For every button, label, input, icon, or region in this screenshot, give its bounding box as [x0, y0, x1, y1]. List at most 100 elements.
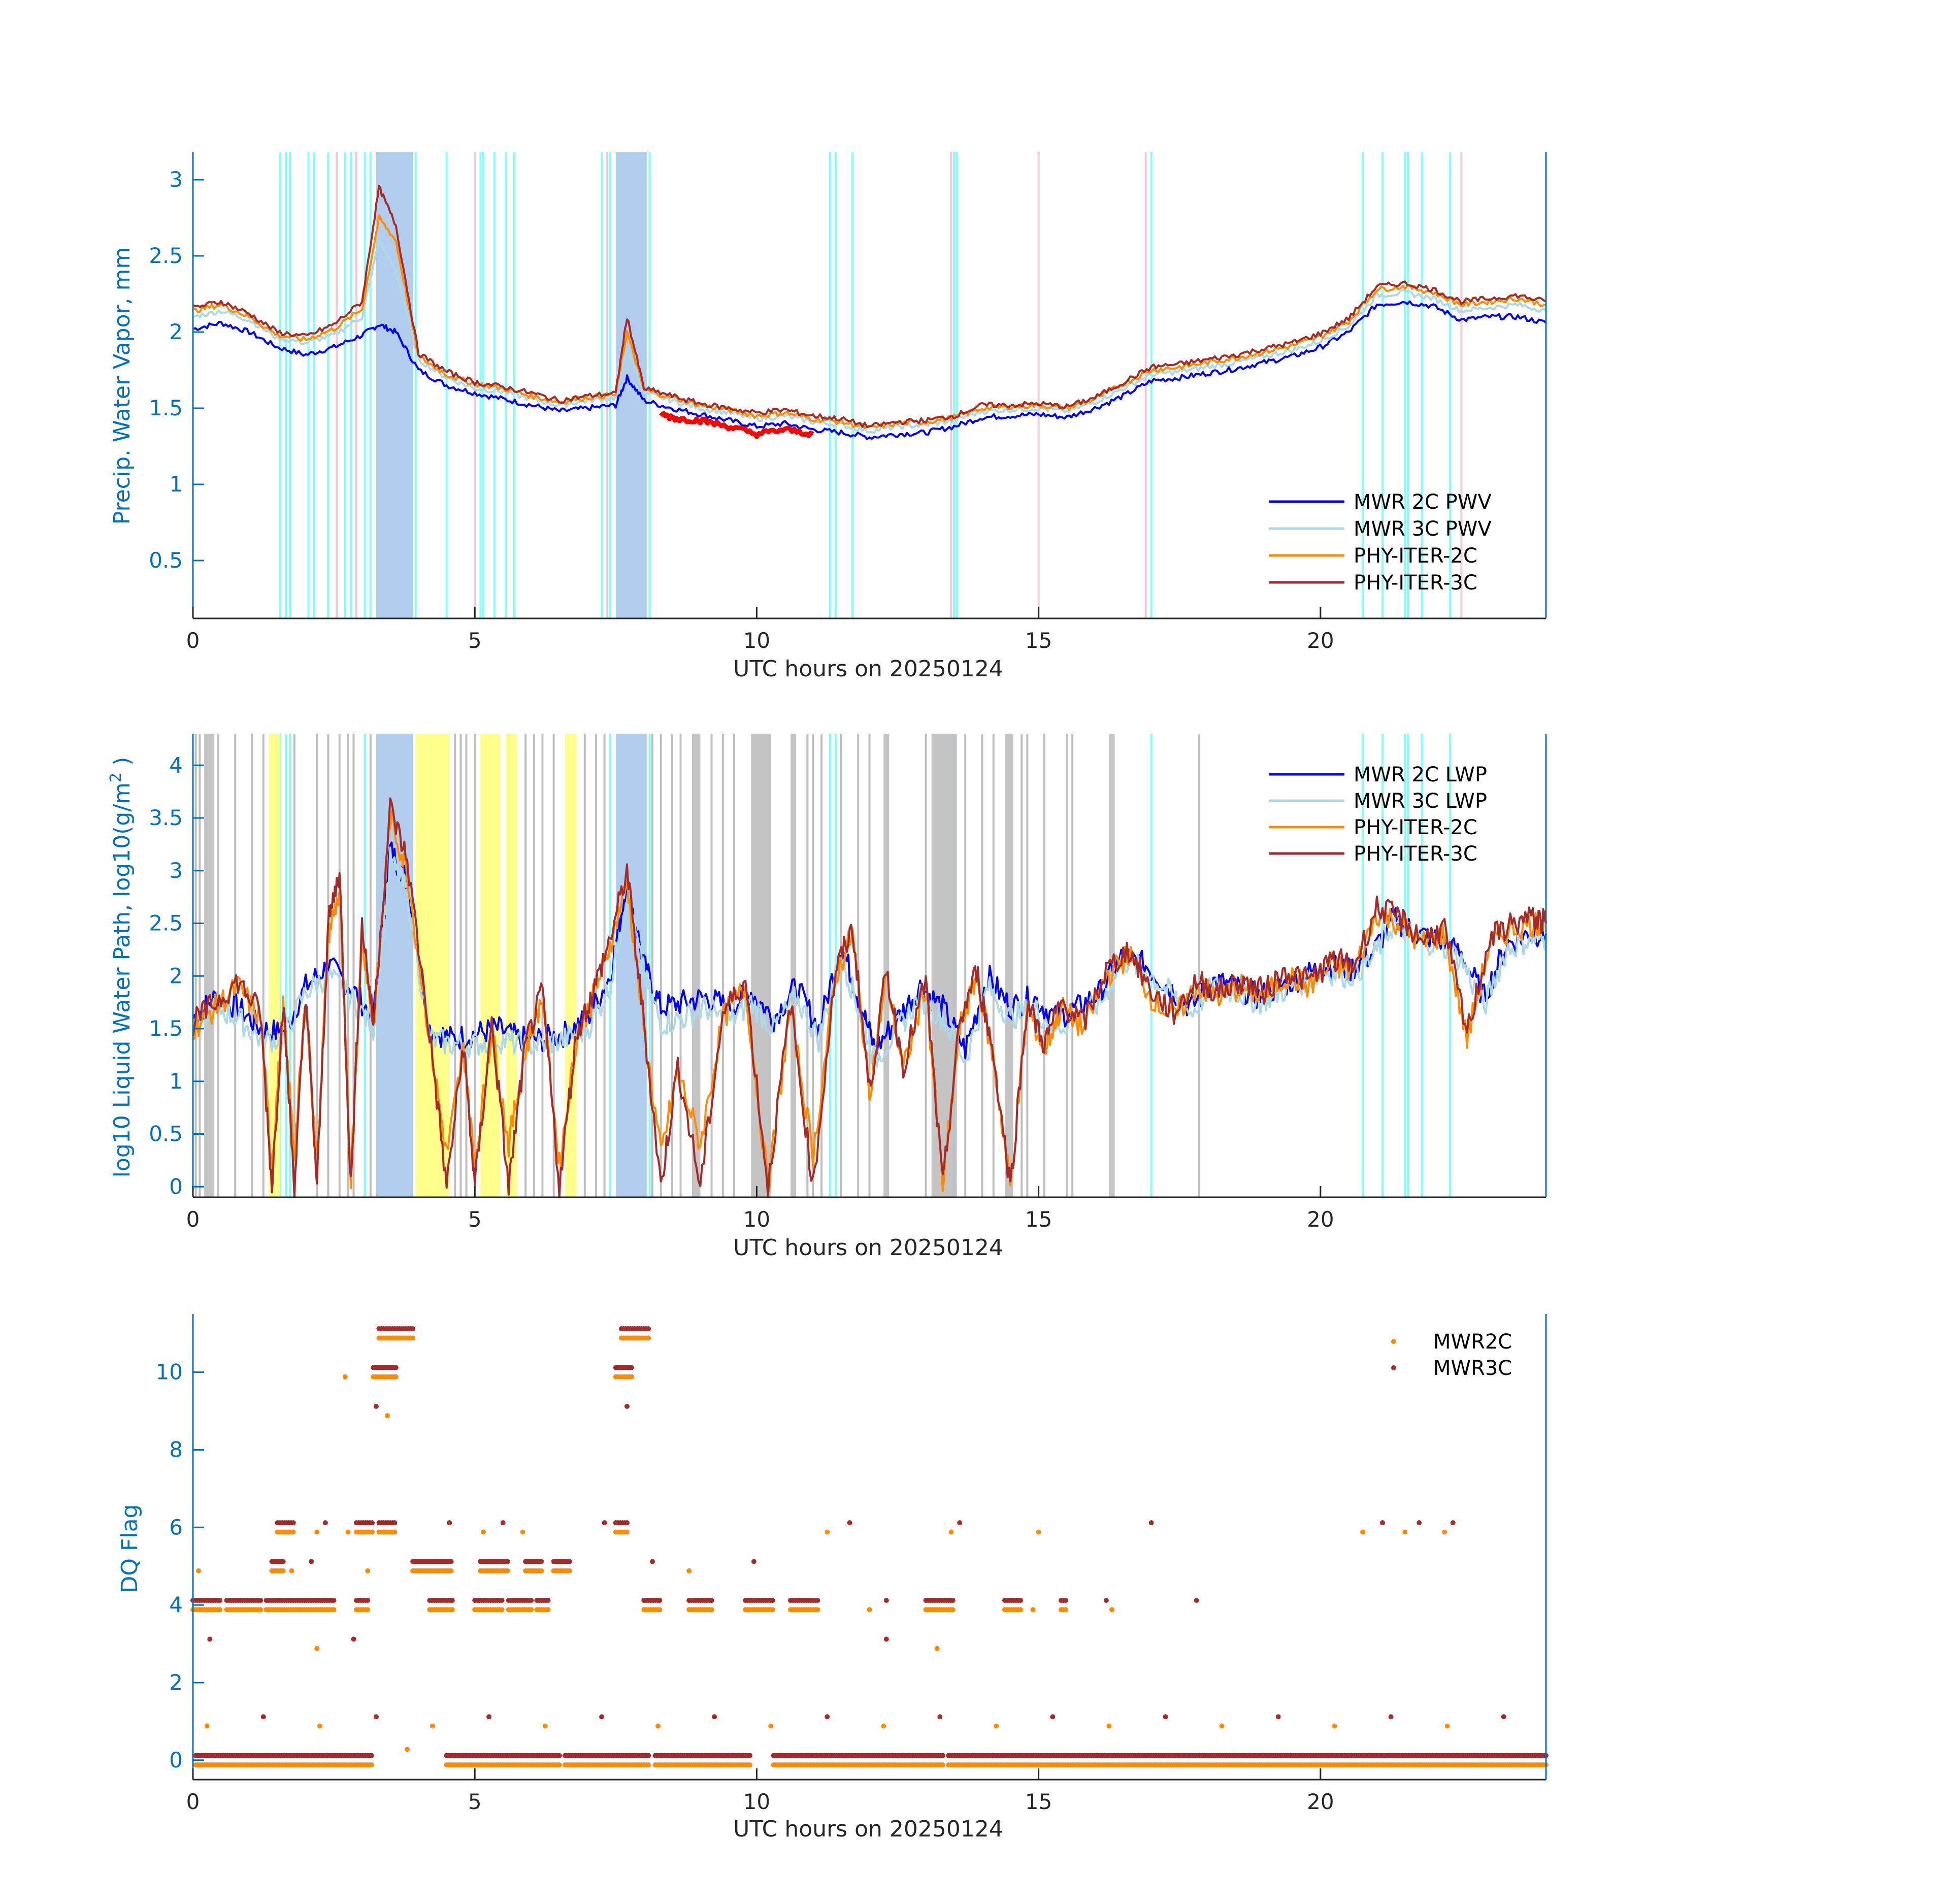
- lwp-xtick-label: 10: [743, 1207, 770, 1232]
- dq-point-mwr3c: [207, 1636, 213, 1642]
- dq-point-mwr3c: [260, 1714, 266, 1720]
- dq-point-mwr2c: [934, 1646, 940, 1651]
- dq-point-mwr3c: [1417, 1520, 1422, 1526]
- pwv-axes: 0 5 10 15 20 0.5 1 1.5 2 2.5 3: [149, 152, 1547, 653]
- dq-point-mwr2c: [1360, 1529, 1366, 1535]
- dq-point-mwr2c: [567, 1568, 572, 1573]
- dq-point-mwr3c: [322, 1520, 328, 1526]
- lwp-xtick-label: 5: [468, 1207, 482, 1232]
- dq-point-mwr3c: [646, 1753, 651, 1758]
- pwv-series-flagged-pwv: [659, 411, 814, 439]
- dq-xtick-label: 0: [186, 1789, 200, 1814]
- dq-point-mwr3c: [373, 1714, 379, 1720]
- dq-point-mwr3c: [883, 1636, 889, 1642]
- pwv-series-phy-iter-3c: [192, 184, 1546, 429]
- dq-point-mwr3c: [500, 1520, 506, 1526]
- dq-point-mwr3c: [449, 1598, 455, 1603]
- dq-point-mwr3c: [940, 1753, 945, 1758]
- dq-point-mwr3c: [937, 1714, 943, 1720]
- dq-point-mwr2c: [370, 1529, 375, 1535]
- dq-point-mwr3c: [258, 1598, 264, 1603]
- pwv-legend-label: MWR 3C PWV: [1354, 517, 1492, 541]
- dq-point-mwr2c: [410, 1335, 416, 1341]
- lwp-ytick-label: 0.5: [149, 1122, 183, 1146]
- dq-point-mwr2c: [196, 1568, 202, 1573]
- dq-point-mwr3c: [447, 1520, 452, 1526]
- lwp-ylabel-end: ): [109, 757, 135, 773]
- dq-point-mwr2c: [950, 1607, 956, 1613]
- lwp-legend-label: MWR 3C LWP: [1354, 790, 1487, 813]
- dq-point-mwr3c: [392, 1520, 398, 1526]
- lwp-ytick-label: 1.5: [149, 1016, 183, 1041]
- dq-point-mwr2c: [392, 1529, 398, 1535]
- dq-point-mwr2c: [314, 1529, 320, 1535]
- dq-point-mwr2c: [948, 1529, 954, 1535]
- lwp-xlabel: UTC hours on 20250124: [733, 1235, 1003, 1261]
- dq-xtick-label: 10: [743, 1789, 770, 1814]
- dq-point-mwr2c: [393, 1374, 399, 1380]
- dq-point-mwr3c: [770, 1598, 775, 1603]
- dq-point-mwr3c: [217, 1598, 223, 1603]
- dq-point-mwr2c: [217, 1607, 223, 1613]
- dq-legend-marker: [1391, 1339, 1396, 1344]
- lwp-shaded-bands: [194, 734, 1452, 1197]
- pwv-legend-label: PHY-ITER-2C: [1354, 544, 1477, 568]
- dq-legend-label: MWR3C: [1433, 1357, 1512, 1380]
- lwp-series-lines: [192, 797, 1547, 1198]
- dq-point-mwr3c: [751, 1559, 756, 1564]
- lwp-shaded-band: [506, 734, 517, 1197]
- dq-point-mwr2c: [499, 1607, 505, 1613]
- dq-point-mwr2c: [815, 1607, 820, 1613]
- dq-point-mwr3c: [505, 1559, 510, 1564]
- dq-point-mwr3c: [1063, 1598, 1068, 1603]
- dq-points: [190, 1326, 1549, 1767]
- pwv-ytick-label: 3: [169, 167, 183, 192]
- dq-xlabel: UTC hours on 20250124: [733, 1816, 1003, 1842]
- dq-point-mwr2c: [1036, 1529, 1041, 1535]
- dq-point-mwr3c: [1380, 1520, 1385, 1526]
- lwp-shaded-band: [883, 734, 890, 1197]
- dq-point-mwr2c: [545, 1607, 551, 1613]
- dq-xtick-label: 20: [1307, 1789, 1334, 1814]
- dq-point-mwr2c: [1106, 1723, 1112, 1729]
- dq-point-mwr2c: [289, 1568, 294, 1573]
- pwv-xtick-label: 20: [1307, 628, 1334, 653]
- dq-point-mwr2c: [317, 1723, 322, 1729]
- pwv-xtick-label: 10: [743, 628, 770, 653]
- dq-point-mwr3c: [624, 1520, 630, 1526]
- dq-point-mwr2c: [480, 1529, 486, 1535]
- dq-xtick-label: 15: [1025, 1789, 1052, 1814]
- dq-point-mwr2c: [867, 1607, 872, 1613]
- dq-point-mwr3c: [290, 1520, 296, 1526]
- pwv-legend-label: PHY-ITER-3C: [1354, 571, 1477, 595]
- pwv-legend: MWR 2C PWV MWR 3C PWV PHY-ITER-2C PHY-ITER-…: [1269, 490, 1492, 595]
- dq-point-mwr2c: [365, 1568, 371, 1573]
- dq-point-mwr2c: [1444, 1723, 1450, 1729]
- lwp-legend-label: PHY-ITER-3C: [1354, 842, 1477, 866]
- lwp-shaded-band: [692, 734, 701, 1197]
- dq-legend-marker: [1391, 1365, 1396, 1370]
- dq-point-mwr3c: [410, 1326, 416, 1331]
- dq-point-mwr2c: [345, 1529, 351, 1535]
- dq-point-mwr2c: [1402, 1529, 1408, 1535]
- dq-point-mwr2c: [314, 1646, 320, 1651]
- dq-point-mwr3c: [539, 1559, 544, 1564]
- lwp-legend: MWR 2C LWP MWR 3C LWP PHY-ITER-2C PHY-ITER-…: [1269, 763, 1487, 866]
- dq-point-mwr2c: [331, 1607, 337, 1613]
- dq-point-mwr3c: [369, 1753, 374, 1758]
- dq-point-mwr2c: [405, 1747, 410, 1752]
- lwp-ytick-label: 1: [169, 1069, 183, 1094]
- dq-ytick-label: 6: [169, 1515, 183, 1539]
- dq-point-mwr2c: [505, 1568, 510, 1573]
- lwp-ytick-label: 2.5: [149, 911, 183, 936]
- pwv-ytick-label: 2.5: [149, 243, 183, 268]
- dq-point-mwr3c: [280, 1559, 286, 1564]
- dq-panel: 0 5 10 15 20 0 2 4 6 8 10 MWR2C MWR3C UTC hours on …: [117, 1314, 1549, 1842]
- pwv-xtick-label: 0: [186, 628, 200, 653]
- dq-ylabel: DQ Flag: [117, 1504, 143, 1593]
- pwv-shaded-bands: [279, 152, 1463, 618]
- dq-point-mwr2c: [1332, 1723, 1337, 1729]
- dq-point-mwr2c: [385, 1413, 390, 1419]
